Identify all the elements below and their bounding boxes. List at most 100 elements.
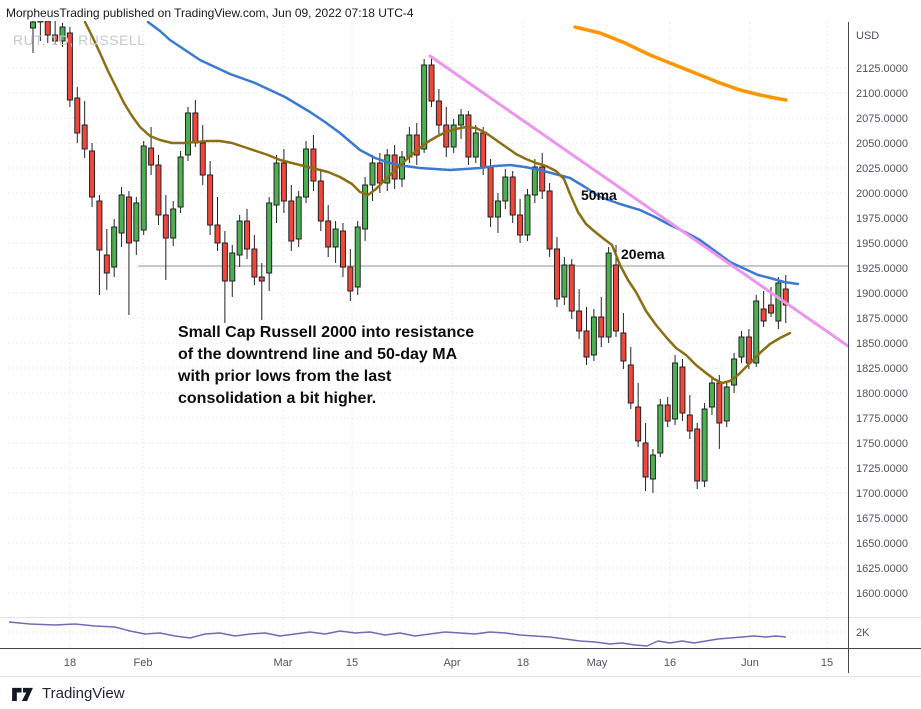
- time-axis-label: 18: [517, 657, 529, 669]
- candle: [399, 151, 405, 187]
- candle: [295, 191, 302, 247]
- lower-indicator-line: [8, 621, 787, 647]
- candle: [30, 21, 36, 53]
- candle: [44, 21, 51, 43]
- candle: [214, 197, 221, 251]
- price-axis-label: 1900.0000: [856, 288, 908, 300]
- candle: [421, 59, 428, 153]
- candle: [140, 141, 147, 235]
- candle: [517, 199, 524, 243]
- candle: [576, 289, 583, 339]
- candle: [760, 291, 767, 327]
- price-axis-label: 1750.0000: [856, 438, 908, 450]
- candle: [472, 125, 479, 163]
- candle: [347, 249, 354, 301]
- candle: [266, 197, 273, 291]
- time-axis-label: Jun: [741, 657, 759, 669]
- annotation-text: Small Cap Russell 2000 into resistance o…: [178, 324, 475, 407]
- candle: [288, 185, 295, 251]
- candle: [635, 383, 642, 447]
- candle: [716, 375, 723, 449]
- candle: [310, 135, 317, 191]
- orange-ma-line: [573, 25, 788, 102]
- candle: [723, 381, 730, 427]
- candle: [207, 161, 214, 235]
- candle: [111, 219, 118, 277]
- price-axis-label: 1925.0000: [856, 263, 908, 275]
- candle: [450, 119, 457, 153]
- candle: [642, 423, 649, 491]
- time-axis-label: 16: [664, 657, 676, 669]
- candle: [413, 123, 420, 165]
- candle: [701, 403, 708, 487]
- chart-area[interactable]: USD 2125.0000 2100.0000 2075.0000 2050.0000 2…: [0, 0, 921, 676]
- candle: [605, 247, 612, 343]
- price-axis-label: 1850.0000: [856, 338, 908, 350]
- candle: [280, 149, 287, 213]
- candle: [679, 359, 686, 421]
- time-axis-label: Apr: [443, 657, 460, 669]
- price-axis-label: 1675.0000: [856, 513, 908, 525]
- price-axis-label: 2075.0000: [856, 113, 908, 125]
- candle: [494, 193, 501, 233]
- candle: [553, 237, 560, 307]
- time-axis-label: 15: [346, 657, 358, 669]
- candle: [155, 155, 162, 225]
- downtrend-line: [428, 54, 850, 348]
- candle: [37, 21, 44, 41]
- time-axis-label: 18: [64, 657, 76, 669]
- candle: [583, 307, 590, 365]
- candle: [524, 189, 531, 241]
- candle: [465, 111, 472, 165]
- price-axis-label: 1600.0000: [856, 588, 908, 600]
- candle: [598, 297, 605, 347]
- label-20ema: 20ema: [621, 246, 665, 262]
- time-axis-label: 15: [821, 657, 833, 669]
- candle: [531, 159, 538, 203]
- footer-bar: TradingView: [0, 676, 921, 709]
- candle: [317, 171, 324, 231]
- currency-label: USD: [856, 30, 879, 42]
- candle: [435, 89, 442, 135]
- candle: [96, 195, 103, 295]
- candle: [590, 309, 597, 361]
- price-axis-label: 1825.0000: [856, 363, 908, 375]
- candle: [59, 23, 66, 47]
- candle: [649, 449, 656, 493]
- candle: [458, 109, 465, 139]
- candle: [731, 353, 738, 393]
- candle: [428, 56, 435, 107]
- price-axis-label: 2025.0000: [856, 163, 908, 175]
- candle: [52, 21, 59, 45]
- candle: [74, 87, 81, 143]
- label-50ma: 50ma: [581, 187, 617, 203]
- candles-layer: [30, 21, 789, 493]
- price-axis-label: 1975.0000: [856, 213, 908, 225]
- candle: [686, 395, 693, 439]
- candle: [125, 191, 132, 315]
- candle: [66, 27, 73, 107]
- candle: [89, 143, 96, 207]
- ma50-line: [146, 21, 800, 286]
- time-axis-label: Feb: [134, 657, 153, 669]
- candle: [339, 223, 346, 277]
- candle: [657, 399, 664, 457]
- candle: [509, 171, 516, 223]
- candle: [162, 195, 169, 280]
- tradingview-logo-icon[interactable]: [11, 685, 34, 702]
- candle: [362, 177, 369, 241]
- candle: [487, 159, 494, 227]
- price-axis-label: 1625.0000: [856, 563, 908, 575]
- candle: [539, 153, 546, 199]
- candle: [258, 263, 265, 320]
- price-axis-label: 1800.0000: [856, 388, 908, 400]
- candle: [738, 331, 745, 363]
- price-axis-label: 2125.0000: [856, 63, 908, 75]
- price-axis-label: 1725.0000: [856, 463, 908, 475]
- candle: [303, 141, 310, 203]
- candle: [502, 169, 509, 209]
- tradingview-wordmark[interactable]: TradingView: [42, 684, 125, 702]
- candle: [708, 377, 715, 415]
- candle: [613, 245, 620, 337]
- candle: [177, 151, 184, 213]
